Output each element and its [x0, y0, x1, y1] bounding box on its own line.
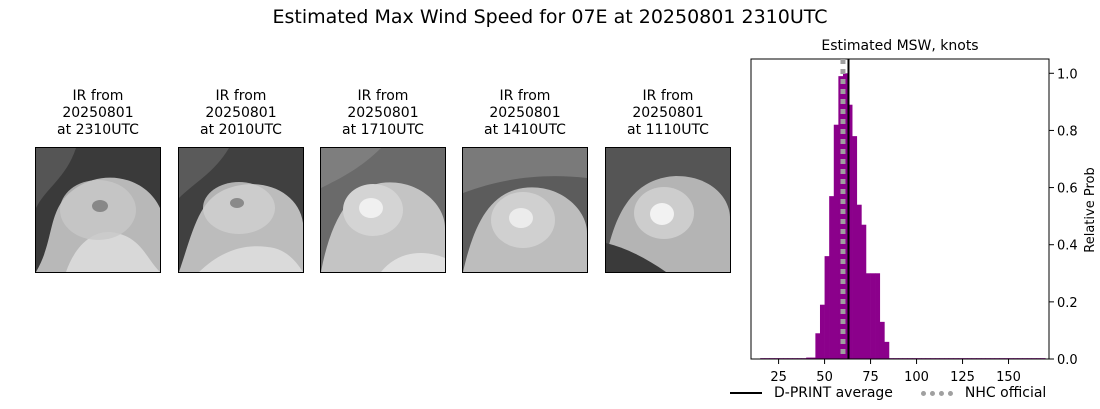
ir-panel-3: IR from 20250801 at 1710UTC	[320, 88, 446, 273]
y-tick-label: 0.0	[1057, 353, 1078, 368]
histogram-bar	[824, 256, 830, 359]
x-tick-label: 125	[950, 370, 975, 385]
y-tick-label: 0.6	[1057, 182, 1078, 197]
histogram-bar	[861, 224, 867, 359]
suptitle: Estimated Max Wind Speed for 07E at 2025…	[272, 6, 828, 28]
histogram-bar	[852, 136, 858, 359]
chart-legend: D-PRINT average NHC official	[730, 385, 1074, 401]
histogram-bar	[810, 357, 816, 359]
x-tick-label: 50	[816, 370, 833, 385]
y-tick-label: 0.4	[1057, 239, 1078, 254]
ir-panel-title: IR from 20250801 at 1410UTC	[484, 88, 566, 138]
histogram-bar	[829, 196, 835, 359]
chart-title: Estimated MSW, knots	[821, 38, 978, 54]
plot-frame	[750, 58, 1050, 360]
ir-panel-title: IR from 20250801 at 1110UTC	[627, 88, 709, 138]
ir-panel-title: IR from 20250801 at 1710UTC	[342, 88, 424, 138]
ir-image	[35, 147, 161, 273]
histogram-bar	[833, 124, 839, 359]
ir-panel-2: IR from 20250801 at 2010UTC	[178, 88, 304, 273]
ir-image	[462, 147, 588, 273]
ir-panel-5: IR from 20250801 at 1110UTC	[605, 88, 731, 273]
ir-image	[320, 147, 446, 273]
histogram-bar	[856, 204, 862, 359]
ir-panel-1: IR from 20250801 at 2310UTC	[35, 88, 161, 273]
y-tick-label: 1.0	[1057, 67, 1078, 82]
histogram-bar	[819, 304, 825, 359]
y-tick-label: 0.2	[1057, 296, 1078, 311]
histogram-bar	[875, 273, 881, 359]
ir-image	[178, 147, 304, 273]
histogram-bar	[865, 273, 871, 359]
x-tick-label: 25	[770, 370, 787, 385]
histogram-bar	[838, 76, 844, 360]
legend-swatch-dotted	[920, 390, 953, 396]
legend-label: NHC official	[964, 385, 1047, 401]
ir-panel-4: IR from 20250801 at 1410UTC	[462, 88, 588, 273]
histogram-bar	[870, 273, 876, 359]
legend-label: D-PRINT average	[774, 385, 893, 401]
histogram-bar	[806, 357, 812, 359]
x-tick-label: 100	[904, 370, 929, 385]
legend-item-dprint: D-PRINT average	[730, 385, 893, 401]
legend-swatch-solid	[730, 392, 762, 394]
x-tick-label: 150	[996, 370, 1021, 385]
histogram-bar	[815, 333, 821, 359]
ir-image	[605, 147, 731, 273]
ir-panel-title: IR from 20250801 at 2010UTC	[200, 88, 282, 138]
legend-item-nhc: NHC official	[920, 385, 1047, 401]
histogram-bar	[842, 73, 848, 360]
histogram-bar	[884, 341, 890, 359]
ir-panel-title: IR from 20250801 at 2310UTC	[57, 88, 139, 138]
y-tick-label: 0.8	[1057, 124, 1078, 139]
histogram-bar	[879, 321, 885, 359]
histogram-bar	[847, 104, 853, 359]
x-tick-label: 75	[862, 370, 879, 385]
y-axis-label: Relative Prob	[1083, 167, 1098, 252]
